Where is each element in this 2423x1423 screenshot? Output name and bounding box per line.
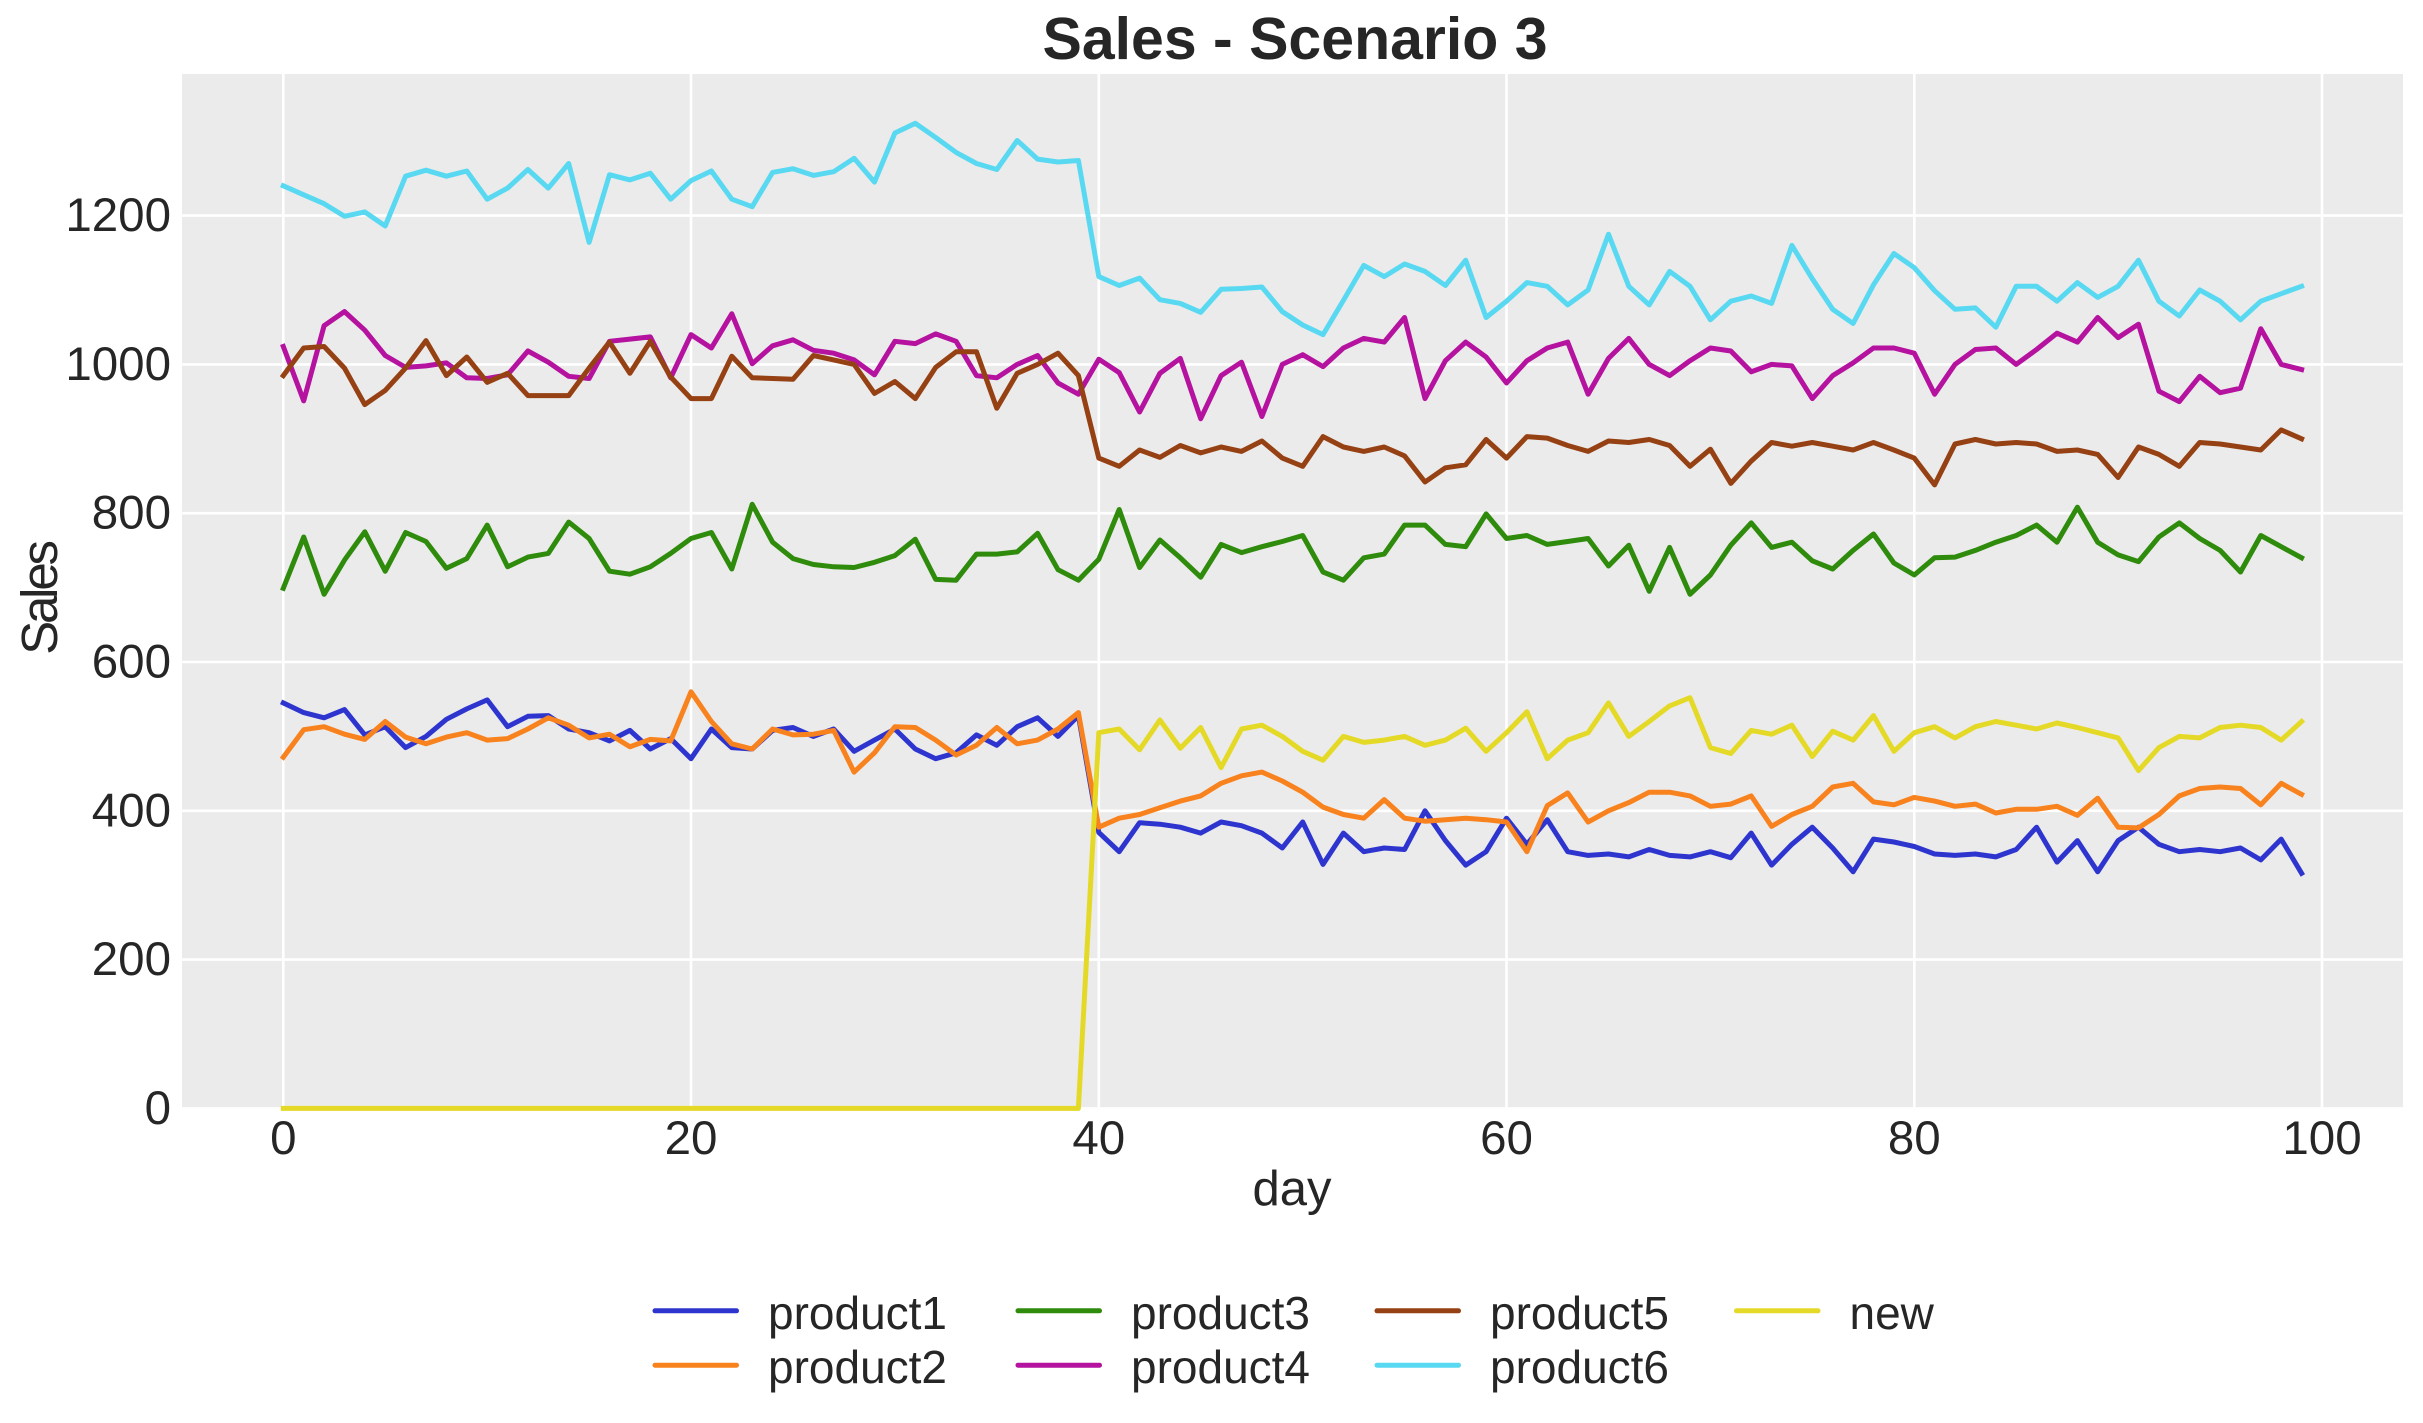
- svg-text:product1: product1: [768, 1287, 947, 1339]
- svg-text:400: 400: [92, 784, 171, 837]
- svg-text:day: day: [1252, 1162, 1332, 1216]
- svg-text:0: 0: [270, 1112, 296, 1165]
- svg-text:600: 600: [92, 636, 171, 689]
- svg-text:80: 80: [1888, 1112, 1941, 1165]
- svg-text:product4: product4: [1131, 1341, 1310, 1393]
- svg-text:product3: product3: [1131, 1287, 1310, 1339]
- svg-text:800: 800: [92, 487, 171, 540]
- svg-text:product6: product6: [1490, 1341, 1669, 1393]
- svg-text:1200: 1200: [65, 189, 171, 242]
- svg-text:40: 40: [1072, 1112, 1125, 1165]
- svg-text:Sales - Scenario 3: Sales - Scenario 3: [1042, 6, 1547, 72]
- svg-text:product5: product5: [1490, 1287, 1669, 1339]
- svg-text:60: 60: [1480, 1112, 1533, 1165]
- svg-text:200: 200: [92, 933, 171, 986]
- svg-text:Sales: Sales: [11, 542, 68, 655]
- svg-text:product2: product2: [768, 1341, 947, 1393]
- svg-text:new: new: [1850, 1287, 1935, 1339]
- svg-text:0: 0: [145, 1082, 171, 1135]
- svg-text:100: 100: [2282, 1112, 2361, 1165]
- svg-text:1000: 1000: [65, 338, 171, 391]
- svg-text:20: 20: [665, 1112, 718, 1165]
